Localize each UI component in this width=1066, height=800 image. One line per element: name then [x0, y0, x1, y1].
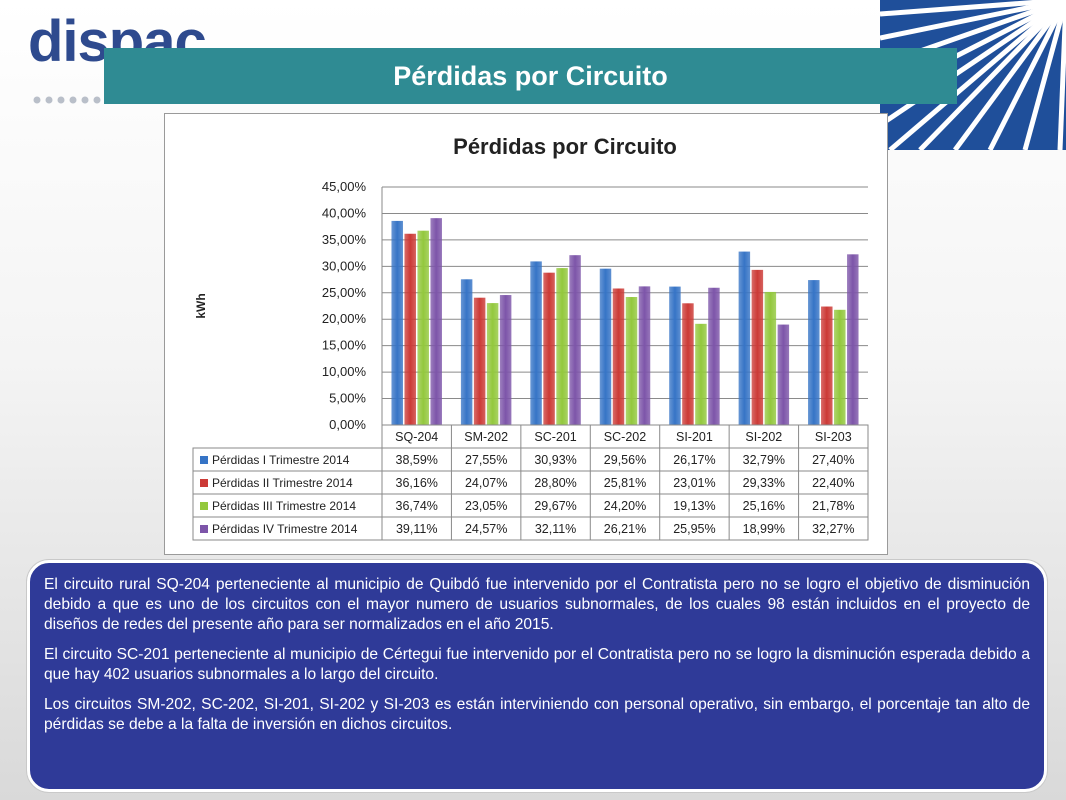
data-value-label: 27,55%: [465, 453, 507, 467]
x-category-label: SI-201: [676, 430, 713, 444]
bar: [764, 291, 777, 425]
y-axis-label: kWh: [194, 293, 208, 318]
data-value-label: 36,74%: [396, 499, 438, 513]
x-category-label: SQ-204: [395, 430, 438, 444]
y-tick-label: 45,00%: [322, 179, 367, 194]
data-value-label: 23,05%: [465, 499, 507, 513]
bar: [543, 272, 555, 425]
y-tick-label: 15,00%: [322, 338, 367, 353]
chart-container: Pérdidas por Circuito kWh 0,00% 5,00% 10,00%…: [164, 113, 888, 555]
y-tick-label: 30,00%: [322, 258, 367, 273]
data-value-label: 18,99%: [743, 522, 785, 536]
bar: [738, 251, 751, 425]
paragraph-other-circuits: Los circuitos SM-202, SC-202, SI-201, SI…: [44, 696, 1030, 733]
data-value-label: 29,67%: [534, 499, 576, 513]
data-value-label: 29,33%: [743, 476, 785, 490]
bar: [417, 230, 429, 425]
bar: [530, 261, 542, 425]
data-value-label: 25,16%: [743, 499, 785, 513]
bar: [391, 220, 403, 425]
bar: [751, 269, 764, 425]
bar: [669, 286, 681, 425]
legend-entry: Pérdidas II Trimestre 2014: [212, 476, 353, 490]
bar: [695, 323, 707, 425]
bar: [499, 295, 512, 425]
legend-entry: Pérdidas IV Trimestre 2014: [212, 522, 358, 536]
data-value-label: 19,13%: [673, 499, 715, 513]
x-category-label: SM-202: [464, 430, 508, 444]
bar: [460, 279, 473, 425]
legend-swatch: [200, 456, 208, 464]
x-category-label: SI-203: [815, 430, 852, 444]
y-tick-label: 5,00%: [329, 391, 366, 406]
logo-dots-decoration: [33, 96, 101, 104]
bar: [486, 303, 499, 425]
data-value-label: 32,79%: [743, 453, 785, 467]
data-value-label: 38,59%: [396, 453, 438, 467]
y-tick-label: 25,00%: [322, 285, 367, 300]
y-tick-label: 40,00%: [322, 205, 367, 220]
bar: [682, 303, 694, 425]
legend-entry: Pérdidas I Trimestre 2014: [212, 453, 350, 467]
bar: [430, 218, 442, 425]
data-value-label: 26,17%: [673, 453, 715, 467]
bar: [404, 233, 416, 425]
data-value-label: 22,40%: [812, 476, 854, 490]
legend-entry: Pérdidas III Trimestre 2014: [212, 499, 356, 513]
data-value-label: 25,81%: [604, 476, 646, 490]
data-value-label: 25,95%: [673, 522, 715, 536]
x-category-label: SC-202: [604, 430, 646, 444]
data-value-label: 21,78%: [812, 499, 854, 513]
slide-title: Pérdidas por Circuito: [393, 60, 668, 91]
data-value-label: 29,56%: [604, 453, 646, 467]
data-value-label: 28,80%: [534, 476, 576, 490]
data-value-label: 36,16%: [396, 476, 438, 490]
bar: [834, 309, 846, 425]
slide-title-bar: Pérdidas por Circuito: [104, 48, 957, 104]
legend-swatch: [200, 479, 208, 487]
y-tick-label: 35,00%: [322, 232, 367, 247]
data-value-label: 32,11%: [535, 522, 576, 536]
bar: [473, 297, 486, 425]
bar: [556, 268, 568, 425]
y-tick-label: 0,00%: [329, 417, 366, 432]
y-tick-label: 10,00%: [322, 364, 367, 379]
data-value-label: 32,27%: [812, 522, 854, 536]
data-value-label: 23,01%: [673, 476, 715, 490]
bar: [808, 280, 820, 425]
chart-title: Pérdidas por Circuito: [453, 134, 677, 159]
data-value-label: 24,07%: [465, 476, 507, 490]
bar: [569, 255, 581, 425]
bar: [612, 288, 625, 425]
legend-swatch: [200, 502, 208, 510]
paragraph-sc-201: El circuito SC-201 perteneciente al muni…: [44, 646, 1030, 683]
legend-swatch: [200, 525, 208, 533]
data-value-label: 26,21%: [604, 522, 646, 536]
bar: [638, 286, 651, 425]
bar: [625, 297, 638, 425]
bar: [777, 324, 790, 425]
paragraph-sq-204: El circuito rural SQ-204 perteneciente a…: [44, 576, 1030, 633]
x-category-label: SC-201: [534, 430, 576, 444]
x-category-label: SI-202: [745, 430, 782, 444]
bar: [821, 306, 833, 425]
bar: [708, 287, 720, 425]
description-box: El circuito rural SQ-204 perteneciente a…: [27, 560, 1047, 792]
data-value-label: 24,57%: [465, 522, 507, 536]
data-value-label: 27,40%: [812, 453, 854, 467]
data-value-label: 39,11%: [396, 522, 437, 536]
data-value-label: 24,20%: [604, 499, 646, 513]
losses-bar-chart: Pérdidas por Circuito kWh 0,00% 5,00% 10,00%…: [192, 134, 869, 541]
data-value-label: 30,93%: [534, 453, 576, 467]
bar: [847, 254, 859, 425]
y-tick-label: 20,00%: [322, 311, 367, 326]
bar: [599, 268, 612, 425]
